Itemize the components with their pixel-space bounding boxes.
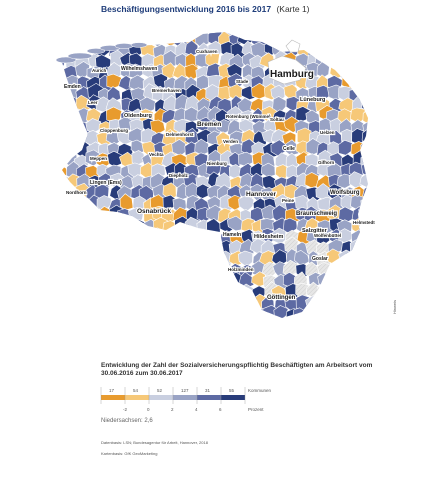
city-label: Helmstedt xyxy=(353,220,375,225)
city-label: Bremen xyxy=(197,121,221,128)
city-label: Osnabrück xyxy=(137,208,171,215)
city-label: Göttingen xyxy=(267,295,296,301)
city-label: Rotenburg (Wümme) xyxy=(226,114,271,119)
source-data: Datenbasis: LSN; Bundesagentur für Arbei… xyxy=(101,440,208,445)
city-label: Emden xyxy=(64,84,81,90)
city-label: Salzgitter xyxy=(302,228,328,234)
city-label: Wolfsburg xyxy=(330,190,360,196)
map-title-row: Beschäftigungsentwicklung 2016 bis 2017 … xyxy=(101,4,310,14)
city-label: Gifhorn xyxy=(318,160,334,165)
island xyxy=(130,42,148,48)
city-label: Uelzen xyxy=(320,130,335,135)
legend-unit: Prozent xyxy=(248,407,264,412)
legend-segment xyxy=(149,395,173,400)
city-label: Goslar xyxy=(312,256,328,262)
city-label: Nordhorn xyxy=(66,190,87,195)
legend-scale-label: -2 xyxy=(123,407,127,412)
legend-scale-label: 4 xyxy=(195,407,198,412)
city-label: Cuxhaven xyxy=(196,49,218,54)
city-label: Verden xyxy=(223,139,238,144)
city-label: Soltau xyxy=(270,117,284,122)
hamburg-area xyxy=(267,39,307,85)
city-label: Diepholz xyxy=(169,173,188,178)
city-label: Vechta xyxy=(149,152,164,157)
legend-count: 54 xyxy=(133,388,139,393)
city-label: Celle xyxy=(283,146,295,152)
legend-segment xyxy=(221,395,245,400)
city-label: Leer xyxy=(88,100,98,105)
legend-count: 52 xyxy=(157,388,163,393)
legend-count: 31 xyxy=(205,388,211,393)
legend-counts-label: Kommunen xyxy=(248,388,272,393)
source-map: Kartenbasis: GfK GeoMarketing xyxy=(101,451,158,456)
legend-scale-label: 6 xyxy=(219,407,222,412)
hamburg-shape xyxy=(267,55,307,85)
city-label: Braunschweig xyxy=(296,211,337,217)
map-title: Beschäftigungsentwicklung 2016 bis 2017 xyxy=(101,4,272,14)
city-labels: Hamburg Wilhelmshaven Emden Aurich Bremerhav… xyxy=(63,48,376,302)
legend-scale-label: 2 xyxy=(171,407,174,412)
legend-segment xyxy=(101,395,125,400)
legend-segment xyxy=(173,395,197,400)
city-label: Bremerhaven xyxy=(152,88,181,93)
city-label: Hildesheim xyxy=(254,234,283,240)
city-label: Lüneburg xyxy=(300,97,325,103)
city-label: Aurich xyxy=(92,68,107,73)
legend-count: 127 xyxy=(181,388,189,393)
legend-segment xyxy=(125,395,149,400)
map-subtitle: (Karte 1) xyxy=(276,4,310,14)
city-label: Peine xyxy=(282,198,295,203)
statewide-value: Niedersachsen: 2,6 xyxy=(101,418,153,424)
city-label: Hannover xyxy=(246,191,276,198)
legend-title: Entwicklung der Zahl der Sozialversicher… xyxy=(101,362,373,377)
city-label: Holzminden xyxy=(228,267,254,272)
legend-segment xyxy=(197,395,221,400)
city-label: Oldenburg xyxy=(124,113,152,119)
city-label: Lingen (Ems) xyxy=(90,180,122,186)
city-label: Nienburg xyxy=(207,161,227,166)
legend-count: 55 xyxy=(229,388,235,393)
island xyxy=(55,56,77,64)
island xyxy=(67,52,93,60)
frisian-islands xyxy=(55,42,148,64)
city-label: Meppen xyxy=(90,156,107,161)
city-label: Delmenhorst xyxy=(166,132,194,137)
legend-scale-label: 0 xyxy=(147,407,150,412)
city-label: Cloppenburg xyxy=(100,128,128,133)
island xyxy=(86,48,106,54)
city-label: Wolfenbüttel xyxy=(314,233,341,238)
legend-count: 17 xyxy=(109,388,115,393)
city-label: Wilhelmshaven xyxy=(121,66,157,72)
city-label: Stade xyxy=(236,79,249,84)
city-label: Hamburg xyxy=(270,69,314,80)
city-label: Hameln xyxy=(223,232,241,238)
outer-border xyxy=(285,39,301,53)
